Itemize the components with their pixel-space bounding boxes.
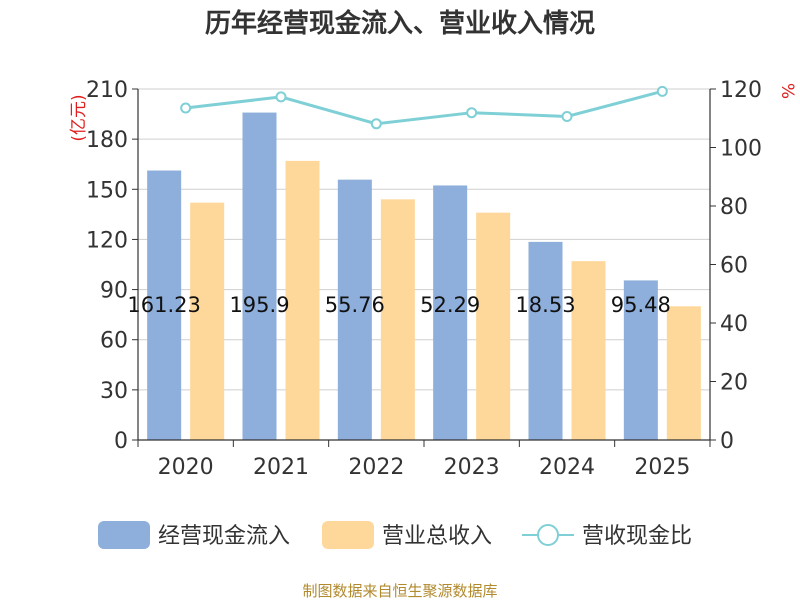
gridlines bbox=[138, 88, 710, 391]
bar-revenue-2025 bbox=[666, 306, 701, 440]
legend-swatch bbox=[322, 521, 374, 549]
bar-data-label: 55.76 bbox=[325, 293, 385, 317]
right-tick-label: 80 bbox=[720, 195, 748, 220]
ratio-line-series bbox=[180, 85, 668, 130]
bar-data-label: 195.9 bbox=[229, 293, 289, 317]
bar-cash-inflow-2022 bbox=[337, 179, 372, 441]
legend-label: 经营现金流入 bbox=[158, 524, 290, 549]
left-tick-label: 150 bbox=[86, 178, 128, 203]
left-tick-label: 0 bbox=[114, 429, 128, 454]
ratio-line bbox=[185, 89, 663, 126]
axes: 0 30 60 90 120 150 180 210 0 20 40 60 80 100 120 2020 20… bbox=[86, 78, 762, 480]
ratio-point bbox=[275, 91, 287, 103]
right-tick-label: 120 bbox=[720, 78, 762, 103]
left-tick-label: 120 bbox=[86, 228, 128, 253]
ratio-point bbox=[180, 102, 192, 114]
bar-cash-inflow-2024 bbox=[528, 241, 563, 440]
legend: 经营现金流入 营业总收入 营收现金比 bbox=[98, 521, 692, 549]
chart-title: 历年经营现金流入、营业收入情况 bbox=[205, 8, 595, 39]
bar-revenue-2024 bbox=[571, 261, 606, 440]
bar-data-label: 18.53 bbox=[515, 293, 575, 317]
source-footer: 制图数据来自恒生聚源数据库 bbox=[302, 582, 497, 600]
bar-revenue-2023 bbox=[476, 212, 511, 440]
legend-label: 营业总收入 bbox=[382, 524, 492, 549]
right-tick-label: 0 bbox=[720, 429, 734, 454]
x-tick-label: 2024 bbox=[539, 455, 595, 480]
legend-marker bbox=[537, 524, 559, 546]
left-tick-label: 60 bbox=[100, 329, 128, 354]
x-tick-label: 2021 bbox=[253, 455, 309, 480]
x-tick-label: 2022 bbox=[348, 455, 404, 480]
bar-labels: 161.23 195.9 55.76 52.29 18.53 95.48 bbox=[127, 293, 670, 317]
bar-data-label: 95.48 bbox=[611, 293, 671, 317]
right-tick-label: 40 bbox=[720, 312, 748, 337]
right-tick-label: 20 bbox=[720, 371, 748, 396]
bar-cash-inflow-2025 bbox=[623, 280, 658, 440]
legend-swatch bbox=[98, 521, 150, 549]
x-tick-label: 2025 bbox=[634, 455, 690, 480]
x-tick-label: 2023 bbox=[444, 455, 500, 480]
bar-cash-inflow-2020 bbox=[147, 170, 182, 440]
bar-revenue-2020 bbox=[190, 202, 225, 440]
bar-data-label: 52.29 bbox=[420, 293, 480, 317]
right-tick-label: 60 bbox=[720, 254, 748, 279]
bar-revenue-2021 bbox=[285, 160, 320, 440]
left-axis-unit: (亿元) bbox=[69, 94, 89, 141]
ratio-point bbox=[561, 110, 573, 122]
left-tick-label: 210 bbox=[86, 78, 128, 103]
legend-label: 营收现金比 bbox=[582, 524, 692, 549]
bars bbox=[147, 112, 701, 441]
left-tick-label: 90 bbox=[100, 279, 128, 304]
ratio-point bbox=[466, 107, 478, 119]
ratio-point bbox=[370, 118, 382, 130]
x-tick-label: 2020 bbox=[158, 455, 214, 480]
right-axis-unit: % bbox=[777, 83, 797, 99]
left-tick-label: 30 bbox=[100, 379, 128, 404]
bar-cash-inflow-2023 bbox=[433, 185, 468, 440]
bar-cash-inflow-2021 bbox=[242, 112, 277, 441]
left-tick-label: 180 bbox=[86, 128, 128, 153]
right-tick-label: 100 bbox=[720, 137, 762, 162]
bar-data-label: 161.23 bbox=[127, 293, 200, 317]
bar-revenue-2022 bbox=[380, 199, 415, 440]
ratio-point bbox=[656, 85, 668, 97]
